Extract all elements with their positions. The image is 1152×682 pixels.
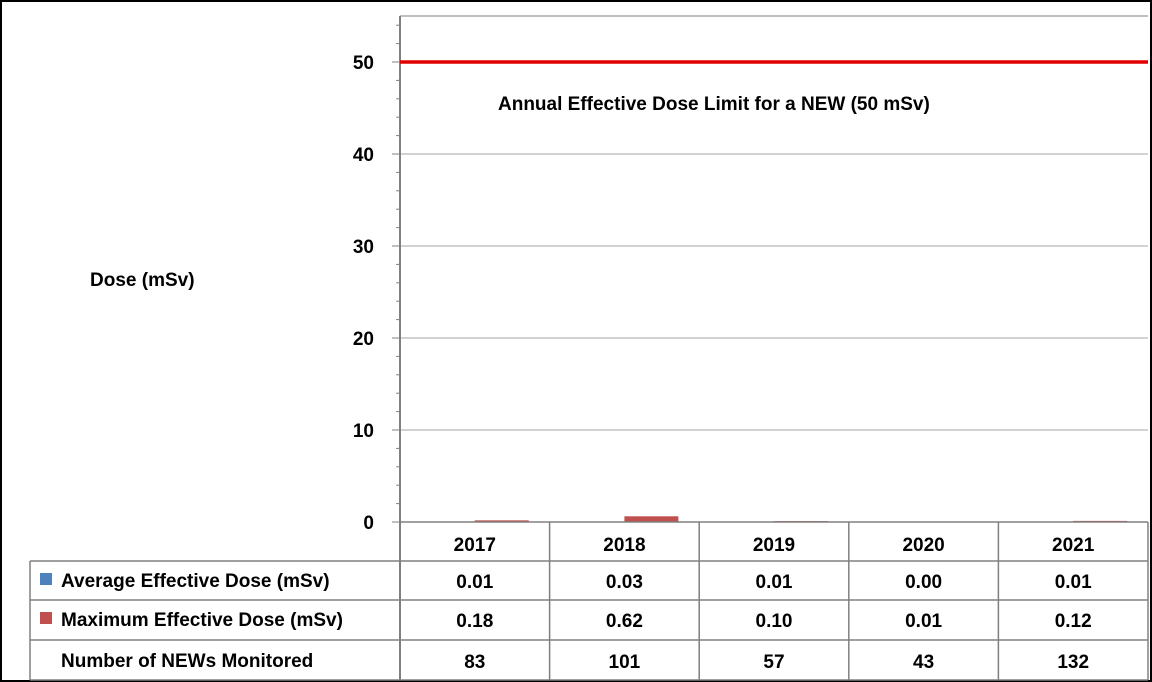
legend-label-average: Average Effective Dose (mSv) — [61, 571, 330, 592]
bar-maximum-2018 — [624, 516, 679, 522]
data-label: 0.01 — [756, 572, 793, 593]
data-label: 0.62 — [606, 611, 643, 632]
data-label: 0.01 — [1055, 572, 1092, 593]
x-tick-label: 2017 — [454, 535, 496, 556]
data-label: 0.00 — [905, 572, 942, 593]
legend-swatch-average — [40, 573, 52, 585]
data-label: 83 — [464, 652, 485, 673]
dose-limit-label: Annual Effective Dose Limit for a NEW (5… — [498, 94, 930, 115]
y-tick-label: 0 — [363, 513, 374, 534]
x-tick-label: 2020 — [902, 535, 944, 556]
data-label: 57 — [763, 652, 784, 673]
data-label: 101 — [609, 652, 641, 673]
row-label-news-monitored: Number of NEWs Monitored — [61, 651, 313, 672]
y-tick-label: 10 — [353, 421, 374, 442]
y-tick-label: 30 — [353, 237, 374, 258]
x-tick-label: 2019 — [753, 535, 795, 556]
data-label: 43 — [913, 652, 934, 673]
data-label: 0.01 — [456, 572, 493, 593]
data-label: 0.10 — [756, 611, 793, 632]
legend-swatch-maximum — [40, 612, 52, 624]
y-tick-label: 40 — [353, 145, 374, 166]
legend-label-maximum: Maximum Effective Dose (mSv) — [61, 610, 343, 631]
x-tick-label: 2018 — [603, 535, 645, 556]
data-label: 0.01 — [905, 611, 942, 632]
y-axis-label: Dose (mSv) — [90, 270, 195, 291]
data-label: 0.18 — [456, 611, 493, 632]
data-label: 132 — [1057, 652, 1089, 673]
data-label: 0.12 — [1055, 611, 1092, 632]
data-label: 0.03 — [606, 572, 643, 593]
y-tick-label: 20 — [353, 329, 374, 350]
bar-maximum-2017 — [474, 520, 529, 522]
y-tick-label: 50 — [353, 53, 374, 74]
x-tick-label: 2021 — [1052, 535, 1095, 556]
